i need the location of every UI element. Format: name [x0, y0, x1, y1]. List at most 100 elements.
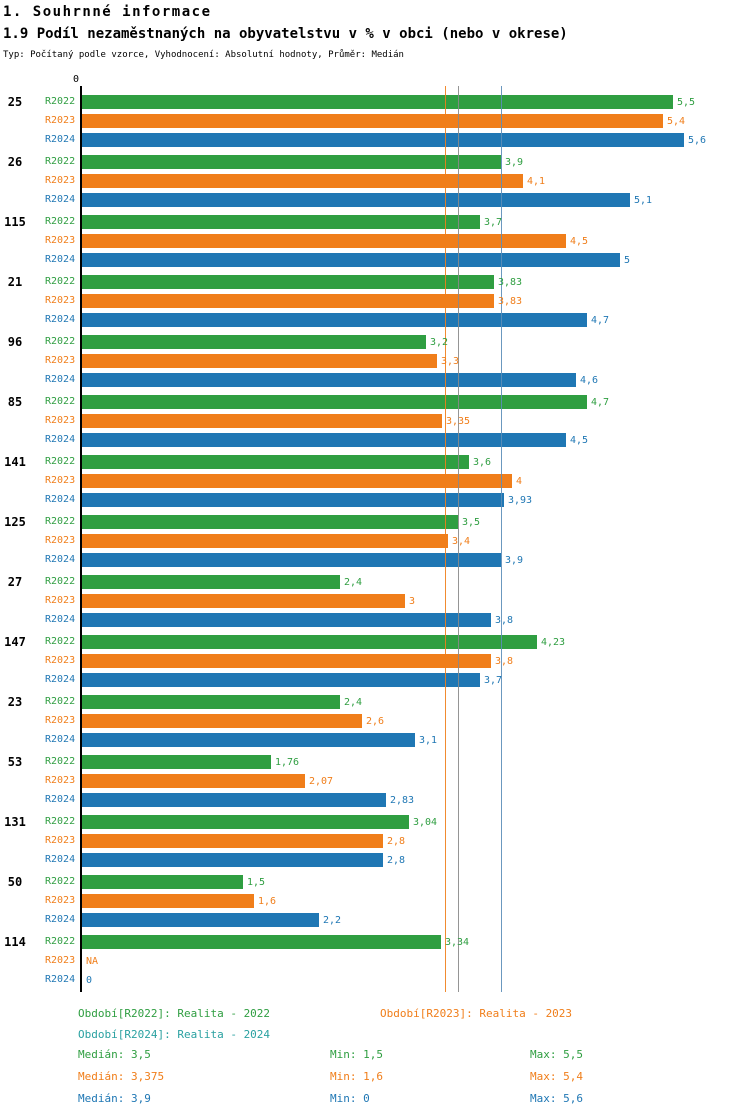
- grouped-bar-chart: 0 25 R2022 5,5 R2023 5,4 R2024 5,6 26 R2022 3,9 R2…: [4, 74, 706, 992]
- bar-value-label: 3,83: [498, 296, 523, 307]
- row-group-id: 50: [7, 875, 23, 889]
- series-row-label: R2024: [45, 674, 76, 685]
- series-row-label: R2022: [45, 156, 76, 167]
- bar-r2024: [82, 193, 630, 207]
- bar-value-label: 5,4: [667, 116, 686, 127]
- stat-min-r2024: Min: 0: [330, 1092, 370, 1105]
- bar-r2022: [82, 755, 271, 769]
- stat-max-r2024: Max: 5,6: [530, 1092, 583, 1105]
- row-group-id: 25: [7, 95, 23, 109]
- bar-value-label: 3,9: [505, 157, 524, 168]
- bar-value-label: 3,4: [452, 536, 471, 547]
- bar-r2022: [82, 875, 243, 889]
- bar-value-label: 4,5: [570, 236, 589, 247]
- stat-median-r2023: Medián: 3,375: [78, 1070, 165, 1083]
- row-group-id: 141: [4, 455, 26, 469]
- bar-r2023: [82, 474, 512, 488]
- bar-r2022: [82, 95, 673, 109]
- legend-item-r2022: Období[R2022]: Realita - 2022: [78, 1007, 271, 1020]
- bar-value-label: 4,1: [527, 176, 546, 187]
- bar-r2022: [82, 155, 501, 169]
- series-row-label: R2024: [45, 134, 76, 145]
- bar-value-label: 1,76: [275, 757, 300, 768]
- series-row-label: R2022: [45, 456, 76, 467]
- bar-value-label: 4,23: [541, 637, 566, 648]
- row-group-id: 147: [4, 635, 26, 649]
- row-group-id: 85: [7, 395, 23, 409]
- row-group-id: 114: [4, 935, 26, 949]
- series-row-label: R2022: [45, 276, 76, 287]
- plot-area: 25 R2022 5,5 R2023 5,4 R2024 5,6 26 R2022 3,9 R202…: [4, 86, 706, 992]
- stat-median-r2022: Medián: 3,5: [78, 1048, 151, 1061]
- series-row-label: R2023: [45, 475, 76, 486]
- series-row-label: R2024: [45, 614, 76, 625]
- bar-value-label: NA: [86, 956, 99, 967]
- stat-max-r2023: Max: 5,4: [530, 1070, 583, 1083]
- row-group-id: 53: [7, 755, 23, 769]
- series-row-label: R2023: [45, 895, 76, 906]
- legend-item-r2023: Období[R2023]: Realita - 2023: [380, 1007, 573, 1020]
- x-axis-zero-label: 0: [72, 74, 80, 85]
- page-info-line: Typ: Počítaný podle vzorce, Vyhodnocení:…: [3, 50, 404, 60]
- stat-min-r2022: Min: 1,5: [330, 1048, 383, 1061]
- series-row-label: R2023: [45, 415, 76, 426]
- stat-median-r2024: Medián: 3,9: [78, 1092, 151, 1105]
- bar-value-label: 3,5: [462, 517, 481, 528]
- stat-min-r2023: Min: 1,6: [330, 1070, 383, 1083]
- bar-r2023: [82, 894, 254, 908]
- series-row-label: R2022: [45, 756, 76, 767]
- bar-r2022: [82, 815, 409, 829]
- bar-r2023: [82, 714, 362, 728]
- series-row-label: R2023: [45, 115, 76, 126]
- bar-r2023: [82, 414, 442, 428]
- bar-r2022: [82, 275, 494, 289]
- series-row-label: R2024: [45, 794, 76, 805]
- bar-r2024: [82, 553, 501, 567]
- bar-value-label: 5,5: [677, 97, 696, 108]
- row-group-id: 131: [4, 815, 26, 829]
- series-row-label: R2023: [45, 535, 76, 546]
- bar-r2022: [82, 335, 426, 349]
- bar-value-label: 3,04: [413, 817, 438, 828]
- series-row-label: R2024: [45, 194, 76, 205]
- series-row-label: R2022: [45, 576, 76, 587]
- bar-r2023: [82, 174, 523, 188]
- bar-r2022: [82, 935, 441, 949]
- bar-r2024: [82, 853, 383, 867]
- bar-value-label: 4: [516, 476, 523, 487]
- series-row-label: R2022: [45, 396, 76, 407]
- series-row-label: R2024: [45, 914, 76, 925]
- bar-r2023: [82, 114, 663, 128]
- row-group-id: 21: [7, 275, 23, 289]
- series-row-label: R2022: [45, 936, 76, 947]
- row-group-id: 23: [7, 695, 23, 709]
- series-row-label: R2022: [45, 516, 76, 527]
- y-axis-line: [80, 86, 82, 992]
- legend-item-r2024: Období[R2024]: Realita - 2024: [78, 1028, 271, 1041]
- bar-value-label: 2,07: [309, 776, 334, 787]
- bar-r2022: [82, 515, 458, 529]
- series-row-label: R2023: [45, 655, 76, 666]
- bar-r2024: [82, 373, 576, 387]
- bar-r2024: [82, 433, 566, 447]
- series-row-label: R2023: [45, 355, 76, 366]
- bar-value-label: 2,2: [323, 915, 342, 926]
- bar-value-label: 3,8: [495, 615, 514, 626]
- bar-value-label: 3,9: [505, 555, 524, 566]
- stat-max-r2022: Max: 5,5: [530, 1048, 583, 1061]
- bar-value-label: 3,7: [484, 675, 503, 686]
- bar-r2024: [82, 913, 319, 927]
- series-row-label: R2024: [45, 854, 76, 865]
- series-row-label: R2024: [45, 734, 76, 745]
- bar-r2024: [82, 313, 587, 327]
- bar-value-label: 0: [86, 975, 93, 986]
- bar-value-label: 2,8: [387, 855, 406, 866]
- row-group-id: 125: [4, 515, 26, 529]
- row-group-id: 26: [7, 155, 23, 169]
- bar-value-label: 4,6: [580, 375, 599, 386]
- bar-value-label: 3,34: [445, 937, 470, 948]
- bar-value-label: 3,83: [498, 277, 523, 288]
- bar-value-label: 3,3: [441, 356, 460, 367]
- row-group-id: 96: [7, 335, 23, 349]
